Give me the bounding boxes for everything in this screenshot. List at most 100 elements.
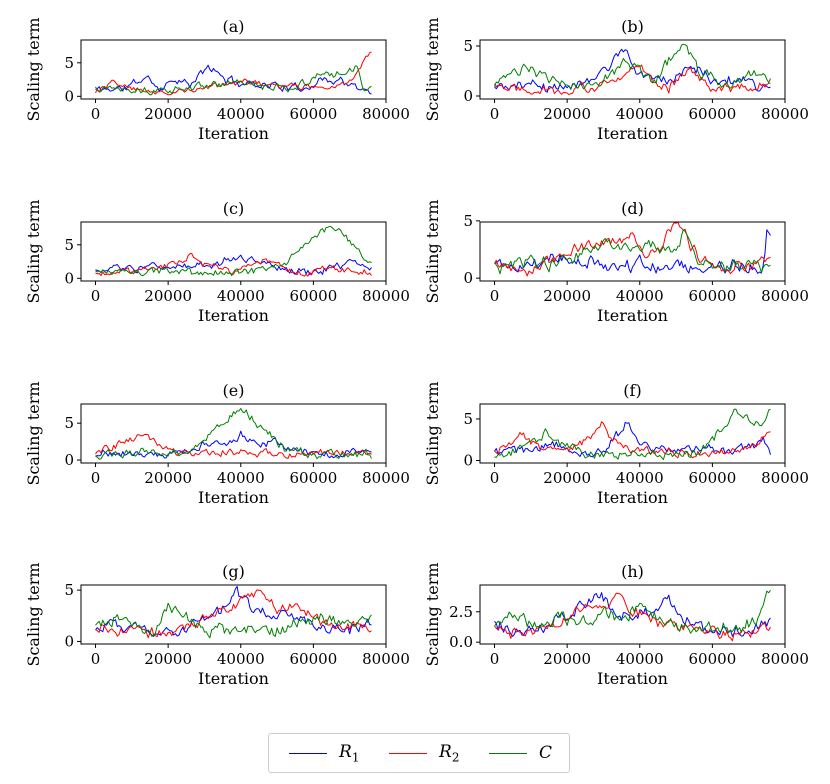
- y-axis-label: Scaling term: [423, 199, 442, 303]
- y-tick-label: 0.0: [449, 633, 473, 651]
- legend-label-c: C: [539, 743, 553, 763]
- figure-canvas: (a) 0 20000 40000 60000 80000 0 5 Iteration Scali…: [24, 17, 809, 688]
- x-tick-label: 0: [91, 287, 101, 305]
- x-tick-label: 0: [490, 105, 500, 123]
- axes-frame: [479, 403, 786, 464]
- subplot-h: (h) 0 20000 40000 60000 80000 0.0 2.5 Iteration S…: [423, 562, 809, 688]
- series-line-r1: [494, 229, 771, 274]
- series-line-c: [494, 589, 771, 634]
- series-group: [494, 589, 771, 642]
- series-line-r2: [95, 51, 372, 96]
- legend-label-r1: R1: [339, 741, 360, 765]
- x-tick-label: 80000: [761, 105, 809, 123]
- legend: R1 R2 C: [268, 733, 570, 773]
- y-tick-label: 0: [64, 87, 74, 105]
- x-axis-label: Iteration: [597, 669, 668, 688]
- y-tick-label: 0: [64, 632, 74, 650]
- series-line-r2: [95, 589, 372, 639]
- y-axis-label: Scaling term: [423, 562, 442, 666]
- x-tick-label: 80000: [761, 287, 809, 305]
- x-axis-label: Iteration: [198, 124, 269, 143]
- axes-frame: [80, 221, 387, 282]
- y-tick-label: 2.5: [449, 603, 473, 621]
- axes-frame: [80, 584, 387, 645]
- y-tick-label: 5: [64, 54, 74, 72]
- axes-frame: [479, 221, 786, 282]
- y-tick-label: 5: [64, 236, 74, 254]
- legend-swatch-r1: [289, 752, 327, 754]
- series-group: [95, 408, 372, 460]
- x-tick-label: 60000: [290, 105, 338, 123]
- x-tick-label: 40000: [217, 650, 265, 668]
- x-tick-label: 80000: [761, 650, 809, 668]
- x-tick-label: 40000: [217, 105, 265, 123]
- legend-item-c: C: [489, 734, 552, 772]
- legend-item-r2: R2: [389, 734, 459, 772]
- x-tick-label: 0: [490, 469, 500, 487]
- series-line-c: [95, 602, 372, 639]
- x-axis-label: Iteration: [198, 669, 269, 688]
- x-tick-label: 60000: [689, 469, 737, 487]
- subplot-title: (f): [623, 381, 641, 400]
- x-tick-label: 20000: [543, 650, 591, 668]
- x-tick-label: 60000: [290, 469, 338, 487]
- x-tick-label: 20000: [144, 469, 192, 487]
- series-line-c: [95, 65, 372, 96]
- series-line-c: [95, 408, 372, 460]
- x-tick-label: 60000: [689, 650, 737, 668]
- subplot-e: (e) 0 20000 40000 60000 80000 0 5 Iteration Scali…: [24, 381, 410, 507]
- y-axis-label: Scaling term: [24, 17, 43, 121]
- subplot-d: (d) 0 20000 40000 60000 80000 0 5 Iteration Scali…: [423, 199, 809, 325]
- series-group: [95, 225, 372, 277]
- subplot-c: (c) 0 20000 40000 60000 80000 0 5 Iteration Scali…: [24, 199, 410, 325]
- x-tick-label: 0: [91, 105, 101, 123]
- y-axis-label: Scaling term: [423, 17, 442, 121]
- x-tick-label: 20000: [144, 650, 192, 668]
- x-tick-label: 80000: [362, 105, 410, 123]
- subplot-title: (a): [222, 17, 244, 36]
- x-tick-label: 80000: [362, 287, 410, 305]
- legend-swatch-c: [489, 752, 527, 754]
- x-tick-label: 40000: [217, 469, 265, 487]
- x-tick-label: 80000: [761, 469, 809, 487]
- x-tick-label: 20000: [543, 105, 591, 123]
- subplot-f: (f) 0 20000 40000 60000 80000 0 5 Iteration Scali…: [423, 381, 809, 507]
- y-tick-label: 5: [463, 410, 473, 428]
- y-axis-label: Scaling term: [423, 381, 442, 485]
- subplot-title: (b): [621, 17, 644, 36]
- series-group: [494, 408, 771, 461]
- y-tick-label: 0: [64, 269, 74, 287]
- y-tick-label: 5: [463, 37, 473, 55]
- series-line-r1: [95, 430, 372, 459]
- x-axis-label: Iteration: [597, 306, 668, 325]
- series-group: [494, 43, 771, 96]
- subplot-title: (e): [223, 381, 245, 400]
- x-tick-label: 20000: [144, 105, 192, 123]
- x-tick-label: 40000: [616, 650, 664, 668]
- subplot-b: (b) 0 20000 40000 60000 80000 0 5 Iteration Scali…: [423, 17, 809, 143]
- series-line-c: [95, 225, 372, 277]
- x-tick-label: 40000: [217, 287, 265, 305]
- subplot-title: (c): [223, 199, 244, 218]
- x-tick-label: 20000: [543, 469, 591, 487]
- x-tick-label: 20000: [144, 287, 192, 305]
- subplot-g: (g) 0 20000 40000 60000 80000 0 5 Iteration Scali…: [24, 562, 410, 688]
- series-group: [95, 51, 372, 96]
- x-tick-label: 60000: [290, 287, 338, 305]
- x-tick-label: 60000: [689, 287, 737, 305]
- x-tick-label: 60000: [689, 105, 737, 123]
- series-group: [95, 585, 372, 639]
- y-tick-label: 5: [463, 212, 473, 230]
- legend-swatch-r2: [389, 752, 427, 754]
- series-line-r1: [95, 254, 372, 275]
- x-tick-label: 0: [490, 650, 500, 668]
- y-tick-label: 0: [463, 269, 473, 287]
- subplot-title: (g): [222, 562, 245, 581]
- series-group: [494, 222, 771, 277]
- y-axis-label: Scaling term: [24, 199, 43, 303]
- x-axis-label: Iteration: [597, 488, 668, 507]
- y-axis-label: Scaling term: [24, 562, 43, 666]
- subplot-title: (h): [621, 562, 644, 581]
- y-axis-label: Scaling term: [24, 381, 43, 485]
- axes-frame: [80, 39, 387, 100]
